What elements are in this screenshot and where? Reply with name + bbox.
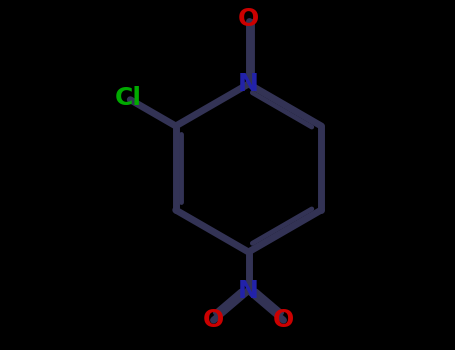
- Text: O: O: [203, 308, 224, 332]
- Text: O: O: [238, 7, 259, 31]
- Text: N: N: [238, 279, 259, 302]
- Text: Cl: Cl: [115, 86, 142, 110]
- Text: N: N: [238, 72, 259, 96]
- Text: O: O: [273, 308, 294, 332]
